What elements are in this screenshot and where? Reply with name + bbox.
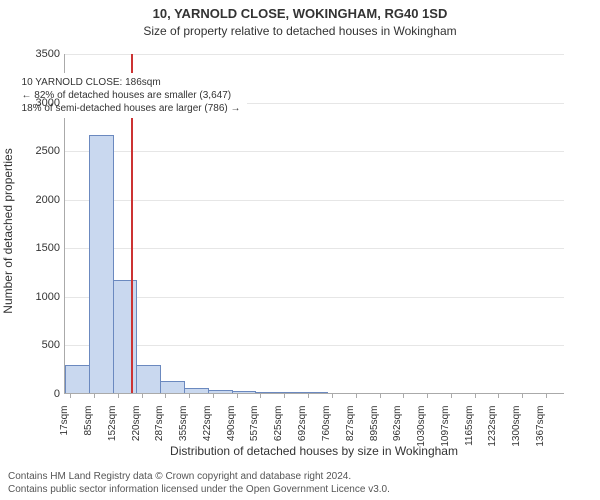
- histogram-bar: [65, 365, 90, 393]
- x-tick-mark: [165, 394, 166, 398]
- x-tick-mark: [380, 394, 381, 398]
- histogram-bar: [89, 135, 114, 393]
- y-tick-label: 3000: [10, 97, 60, 109]
- x-tick-mark: [332, 394, 333, 398]
- plot-box: 10 YARNOLD CLOSE: 186sqm← 82% of detache…: [64, 54, 564, 394]
- x-axis-label: Distribution of detached houses by size …: [64, 444, 564, 458]
- chart-subtitle: Size of property relative to detached ho…: [0, 22, 600, 38]
- x-tick-mark: [94, 394, 95, 398]
- histogram-bar: [160, 381, 185, 393]
- x-tick-mark: [308, 394, 309, 398]
- x-tick-mark: [475, 394, 476, 398]
- plot-area: 10 YARNOLD CLOSE: 186sqm← 82% of detache…: [64, 54, 564, 394]
- gridline: [65, 54, 564, 55]
- gridline: [65, 248, 564, 249]
- x-tick-mark: [237, 394, 238, 398]
- gridline: [65, 151, 564, 152]
- histogram-bar: [208, 390, 233, 393]
- x-tick-mark: [427, 394, 428, 398]
- gridline: [65, 200, 564, 201]
- x-tick-mark: [498, 394, 499, 398]
- x-tick-mark: [522, 394, 523, 398]
- y-tick-label: 0: [10, 388, 60, 400]
- x-tick-mark: [546, 394, 547, 398]
- footer-attribution: Contains HM Land Registry data © Crown c…: [8, 471, 390, 496]
- x-tick-mark: [70, 394, 71, 398]
- gridline: [65, 297, 564, 298]
- y-tick-label: 3500: [10, 48, 60, 60]
- gridline: [65, 345, 564, 346]
- y-tick-label: 500: [10, 339, 60, 351]
- x-tick-mark: [118, 394, 119, 398]
- y-tick-label: 2500: [10, 145, 60, 157]
- y-tick-label: 1000: [10, 291, 60, 303]
- histogram-bar: [279, 392, 304, 393]
- y-tick-label: 2000: [10, 194, 60, 206]
- chart-root: 10, YARNOLD CLOSE, WOKINGHAM, RG40 1SD S…: [0, 0, 600, 500]
- annotation-line: 10 YARNOLD CLOSE: 186sqm: [22, 76, 241, 89]
- histogram-bar: [255, 392, 280, 393]
- footer-line-1: Contains HM Land Registry data © Crown c…: [8, 471, 390, 484]
- x-tick-mark: [284, 394, 285, 398]
- x-tick-mark: [403, 394, 404, 398]
- histogram-bar: [303, 392, 328, 393]
- histogram-bar: [113, 280, 138, 393]
- x-tick-mark: [451, 394, 452, 398]
- x-tick-mark: [189, 394, 190, 398]
- y-tick-label: 1500: [10, 242, 60, 254]
- histogram-bar: [232, 391, 257, 393]
- x-tick-mark: [213, 394, 214, 398]
- x-tick-mark: [142, 394, 143, 398]
- chart-title: 10, YARNOLD CLOSE, WOKINGHAM, RG40 1SD: [0, 0, 600, 22]
- histogram-bar: [136, 365, 161, 393]
- x-tick-mark: [260, 394, 261, 398]
- histogram-bar: [184, 388, 209, 393]
- x-tick-mark: [356, 394, 357, 398]
- footer-line-2: Contains public sector information licen…: [8, 484, 390, 497]
